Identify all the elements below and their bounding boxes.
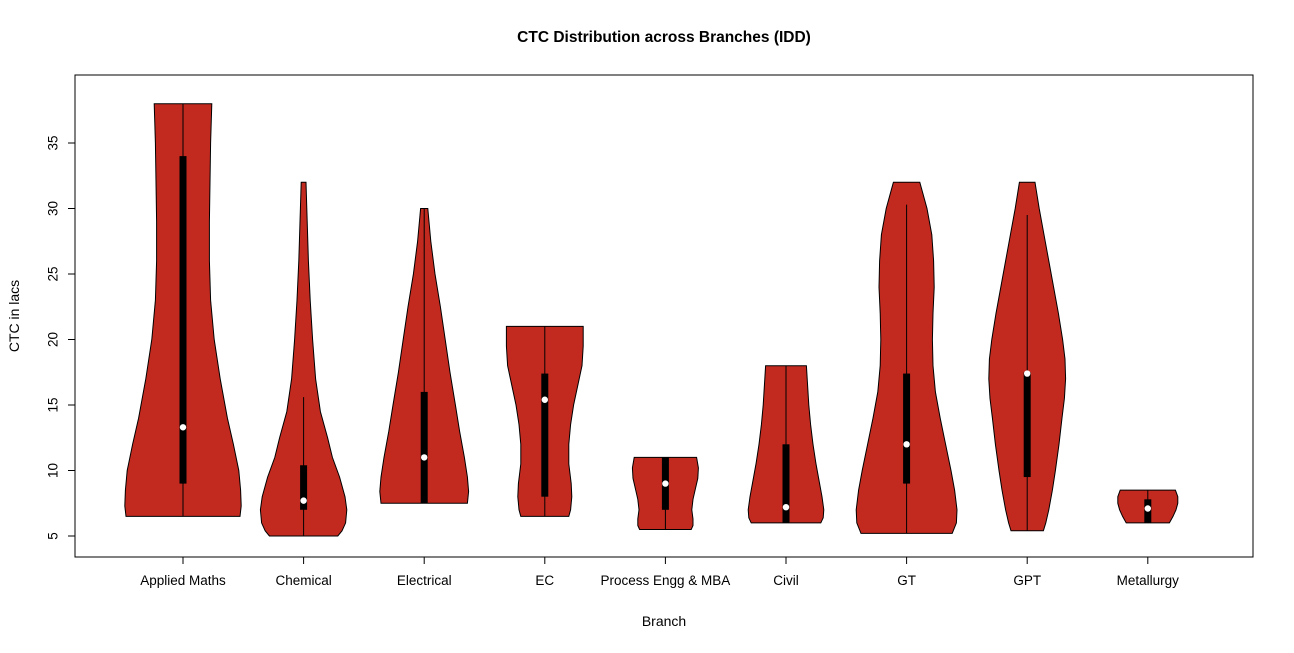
median-dot-process-engg-mba [662, 480, 669, 487]
iqr-box-chemical [300, 465, 308, 510]
y-tick-label: 30 [46, 201, 61, 216]
median-dot-civil [782, 503, 790, 511]
median-dot-metallurgy [1144, 505, 1152, 512]
x-tick-label-process-engg-mba: Process Engg & MBA [600, 573, 730, 588]
y-tick-label: 15 [46, 397, 61, 412]
y-tick-label: 35 [46, 135, 61, 150]
iqr-box-gpt [1023, 372, 1031, 478]
x-tick-label-ec: EC [535, 573, 554, 588]
iqr-box-ec [541, 373, 549, 497]
x-tick-label-metallurgy: Metallurgy [1117, 573, 1180, 588]
x-tick-label-applied-maths: Applied Maths [140, 573, 226, 588]
y-axis-label: CTC in lacs [6, 280, 22, 352]
y-tick-label: 25 [46, 266, 61, 281]
y-tick-label: 5 [46, 532, 61, 540]
median-dot-applied-maths [179, 424, 187, 431]
iqr-box-gt [903, 373, 911, 484]
y-tick-label: 10 [46, 463, 61, 478]
median-dot-electrical [421, 454, 428, 461]
x-tick-label-civil: Civil [773, 573, 799, 588]
iqr-box-electrical [420, 391, 428, 504]
violin-chemical [259, 181, 348, 537]
median-dot-chemical [300, 497, 307, 504]
chart-title: CTC Distribution across Branches (IDD) [517, 29, 811, 46]
x-tick-label-gpt: GPT [1013, 573, 1041, 588]
x-axis-label: Branch [642, 613, 686, 629]
median-dot-gpt [1023, 370, 1031, 377]
x-tick-label-gt: GT [897, 573, 916, 588]
plot-area: 5 10 15 20 25 30 35 Applied Maths Chemical Electr… [46, 74, 1254, 588]
median-dot-gt [903, 441, 910, 448]
y-tick-label: 20 [46, 332, 61, 347]
x-tick-label-chemical: Chemical [275, 573, 331, 588]
x-tick-label-electrical: Electrical [397, 573, 452, 588]
iqr-box-applied-maths [179, 156, 187, 484]
plot-border [74, 74, 1254, 558]
iqr-box-civil [782, 444, 790, 523]
median-dot-ec [541, 396, 548, 403]
